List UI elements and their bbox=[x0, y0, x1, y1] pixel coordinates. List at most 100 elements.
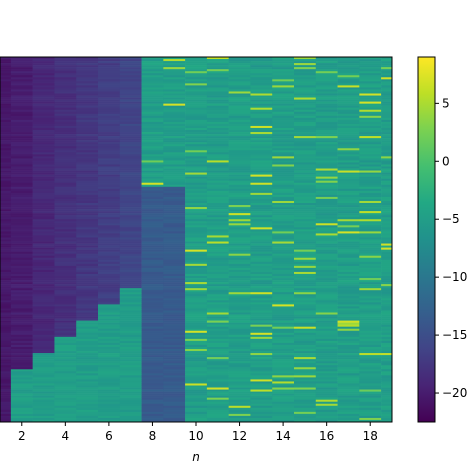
heatmap-cell bbox=[359, 235, 382, 238]
heatmap-cell bbox=[185, 296, 208, 299]
heatmap-cell bbox=[337, 217, 360, 220]
heatmap-cell bbox=[119, 194, 142, 198]
heatmap-cell bbox=[206, 138, 229, 141]
heatmap-cell bbox=[315, 373, 338, 376]
heatmap-cell bbox=[337, 351, 360, 354]
heatmap-cell bbox=[76, 227, 99, 230]
heatmap-cell bbox=[119, 75, 142, 78]
heatmap-cell bbox=[185, 83, 208, 86]
heatmap-cell bbox=[54, 101, 77, 104]
heatmap-cell bbox=[272, 235, 295, 238]
heatmap-cell bbox=[98, 326, 121, 330]
heatmap-cell bbox=[163, 284, 186, 287]
heatmap-cell bbox=[381, 174, 393, 177]
heatmap-cell bbox=[250, 261, 273, 265]
heatmap-cell bbox=[185, 379, 208, 382]
heatmap-cell bbox=[272, 399, 295, 403]
heatmap-cell bbox=[359, 144, 382, 147]
heatmap-cell bbox=[0, 265, 12, 269]
heatmap-cell bbox=[98, 351, 121, 354]
heatmap-cell bbox=[185, 136, 208, 139]
heatmap-cell bbox=[185, 359, 208, 362]
heatmap-cell bbox=[294, 282, 317, 285]
heatmap-cell bbox=[141, 217, 164, 220]
heatmap-cell bbox=[381, 338, 393, 342]
heatmap-cell bbox=[294, 186, 317, 190]
heatmap-cell bbox=[206, 340, 229, 344]
heatmap-cell bbox=[0, 127, 12, 131]
heatmap-cell bbox=[315, 243, 338, 246]
heatmap-cell bbox=[76, 367, 99, 370]
heatmap-cell bbox=[272, 180, 295, 184]
heatmap-cell bbox=[76, 413, 99, 417]
heatmap-cell bbox=[272, 229, 295, 232]
heatmap-cell bbox=[294, 385, 317, 388]
heatmap-cell bbox=[206, 217, 229, 220]
heatmap-cell bbox=[163, 292, 186, 295]
heatmap-cell bbox=[337, 229, 360, 232]
heatmap-cell bbox=[163, 132, 186, 135]
heatmap-cell bbox=[272, 278, 295, 281]
heatmap-cell bbox=[294, 132, 317, 135]
heatmap-cell bbox=[141, 194, 164, 198]
heatmap-cell bbox=[272, 419, 295, 423]
heatmap-cell bbox=[141, 136, 164, 139]
heatmap-cell bbox=[98, 105, 121, 108]
heatmap-cell bbox=[185, 369, 208, 372]
heatmap-cell bbox=[359, 71, 382, 74]
heatmap-cell bbox=[381, 312, 393, 315]
heatmap-cell bbox=[141, 316, 164, 319]
heatmap-cell bbox=[185, 261, 208, 265]
heatmap-cell bbox=[337, 166, 360, 169]
heatmap-cell bbox=[381, 241, 393, 244]
heatmap-cell bbox=[76, 109, 99, 113]
heatmap-cell bbox=[250, 375, 273, 378]
heatmap-cell bbox=[54, 373, 77, 376]
heatmap-cell bbox=[381, 79, 393, 82]
heatmap-cell bbox=[272, 367, 295, 370]
heatmap-cell bbox=[315, 107, 338, 111]
heatmap-cell bbox=[359, 154, 382, 157]
heatmap-cell bbox=[163, 395, 186, 398]
heatmap-cell bbox=[119, 95, 142, 98]
heatmap-cell bbox=[359, 109, 382, 113]
heatmap-cell bbox=[141, 190, 164, 194]
heatmap-cell bbox=[98, 411, 121, 415]
heatmap-cell bbox=[294, 288, 317, 291]
heatmap-cell bbox=[294, 152, 317, 155]
heatmap-cell bbox=[206, 117, 229, 121]
heatmap-cell bbox=[272, 136, 295, 139]
heatmap-cell bbox=[119, 225, 142, 228]
heatmap-cell bbox=[206, 371, 229, 374]
heatmap-cell bbox=[359, 123, 382, 127]
heatmap-cell bbox=[337, 336, 360, 340]
heatmap-cell bbox=[315, 375, 338, 378]
heatmap-cell bbox=[272, 294, 295, 297]
heatmap-cell bbox=[206, 136, 229, 139]
heatmap-cell bbox=[10, 140, 33, 143]
heatmap-cell bbox=[228, 63, 251, 66]
heatmap-cell bbox=[294, 375, 317, 378]
heatmap-cell bbox=[337, 365, 360, 368]
heatmap-cell bbox=[337, 198, 360, 202]
heatmap-cell bbox=[294, 243, 317, 246]
heatmap-cell bbox=[10, 346, 33, 350]
heatmap-cell bbox=[119, 263, 142, 267]
heatmap-cell bbox=[0, 330, 12, 334]
heatmap-cell bbox=[315, 245, 338, 248]
heatmap-cell bbox=[10, 233, 33, 236]
heatmap-cell bbox=[228, 383, 251, 386]
heatmap-cell bbox=[294, 111, 317, 115]
heatmap-cell bbox=[98, 330, 121, 334]
heatmap-cell bbox=[76, 154, 99, 157]
heatmap-cell bbox=[337, 132, 360, 135]
heatmap-cell bbox=[10, 87, 33, 90]
heatmap-cell bbox=[54, 367, 77, 370]
heatmap-cell bbox=[381, 65, 393, 68]
heatmap-cell bbox=[359, 399, 382, 403]
heatmap-cell bbox=[294, 172, 317, 175]
heatmap-cell bbox=[206, 271, 229, 275]
heatmap-cell bbox=[359, 413, 382, 417]
heatmap-cell bbox=[0, 211, 12, 214]
heatmap-cell bbox=[250, 273, 273, 277]
